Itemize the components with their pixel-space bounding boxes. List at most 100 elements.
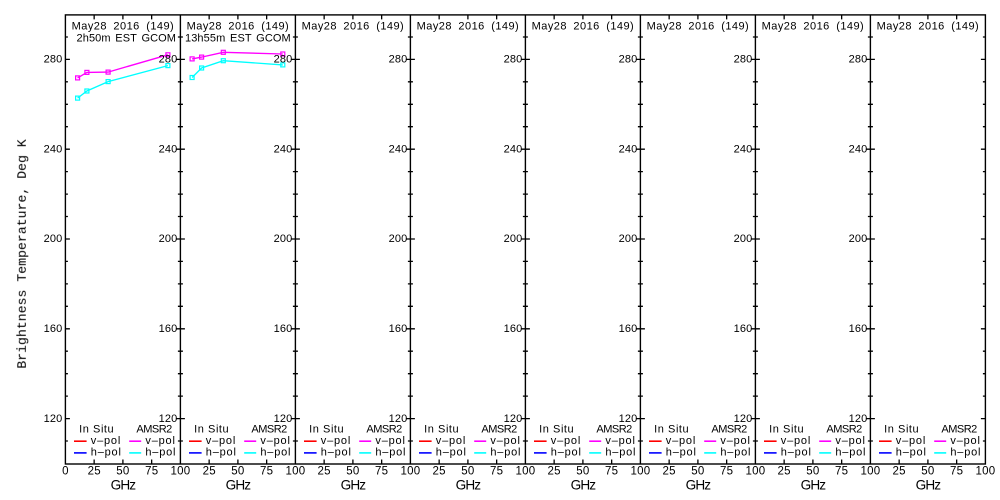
svg-text:GHz: GHz <box>226 477 252 492</box>
svg-text:In Situ: In Situ <box>884 424 919 436</box>
svg-text:50: 50 <box>576 466 589 478</box>
svg-text:120: 120 <box>504 413 523 425</box>
svg-text:AMSR2: AMSR2 <box>711 424 747 436</box>
svg-text:AMSR2: AMSR2 <box>596 424 632 436</box>
svg-text:25: 25 <box>88 466 101 478</box>
svg-text:160: 160 <box>619 323 638 335</box>
svg-text:May28 2016 (149): May28 2016 (149) <box>762 20 864 32</box>
svg-text:v–pol: v–pol <box>781 435 811 447</box>
svg-text:75: 75 <box>720 466 733 478</box>
svg-text:50: 50 <box>461 466 474 478</box>
svg-text:h–pol: h–pol <box>781 447 812 459</box>
svg-text:GHz: GHz <box>686 477 712 492</box>
svg-text:May28 2016 (149): May28 2016 (149) <box>417 20 519 32</box>
svg-text:v–pol: v–pol <box>551 435 581 447</box>
svg-text:May28 2016 (149): May28 2016 (149) <box>72 20 174 32</box>
svg-text:h–pol: h–pol <box>375 447 406 459</box>
svg-text:120: 120 <box>389 413 408 425</box>
svg-text:GHz: GHz <box>341 477 367 492</box>
svg-text:In Situ: In Situ <box>654 424 689 436</box>
svg-text:200: 200 <box>274 233 293 245</box>
svg-text:v–pol: v–pol <box>260 435 290 447</box>
svg-text:May28 2016 (149): May28 2016 (149) <box>302 20 404 32</box>
svg-text:120: 120 <box>619 413 638 425</box>
svg-text:AMSR2: AMSR2 <box>941 424 977 436</box>
svg-text:25: 25 <box>547 466 560 478</box>
svg-text:v–pol: v–pol <box>896 435 926 447</box>
svg-text:75: 75 <box>950 466 963 478</box>
svg-text:160: 160 <box>274 323 293 335</box>
svg-text:v–pol: v–pol <box>835 435 865 447</box>
svg-text:h–pol: h–pol <box>260 447 291 459</box>
svg-text:100: 100 <box>861 466 881 478</box>
svg-text:v–pol: v–pol <box>436 435 466 447</box>
svg-text:GHz: GHz <box>111 477 137 492</box>
svg-text:0: 0 <box>62 466 69 478</box>
svg-text:h–pol: h–pol <box>321 447 352 459</box>
svg-text:280: 280 <box>159 54 178 66</box>
svg-text:h–pol: h–pol <box>206 447 237 459</box>
svg-text:h–pol: h–pol <box>666 447 697 459</box>
svg-text:75: 75 <box>835 466 848 478</box>
svg-text:25: 25 <box>432 466 445 478</box>
svg-text:75: 75 <box>145 466 158 478</box>
svg-text:AMSR2: AMSR2 <box>251 424 287 436</box>
svg-text:200: 200 <box>504 233 523 245</box>
svg-text:v–pol: v–pol <box>605 435 635 447</box>
svg-text:100: 100 <box>171 466 191 478</box>
svg-text:AMSR2: AMSR2 <box>826 424 862 436</box>
svg-text:v–pol: v–pol <box>145 435 175 447</box>
svg-text:h–pol: h–pol <box>145 447 176 459</box>
svg-text:280: 280 <box>44 54 63 66</box>
svg-text:240: 240 <box>389 143 408 155</box>
svg-text:h–pol: h–pol <box>436 447 467 459</box>
svg-text:25: 25 <box>777 466 790 478</box>
svg-text:120: 120 <box>734 413 753 425</box>
svg-text:AMSR2: AMSR2 <box>481 424 517 436</box>
svg-text:h–pol: h–pol <box>490 447 521 459</box>
svg-text:280: 280 <box>274 54 293 66</box>
svg-text:280: 280 <box>619 54 638 66</box>
svg-text:May28 2016 (149): May28 2016 (149) <box>532 20 634 32</box>
svg-text:h–pol: h–pol <box>551 447 582 459</box>
svg-text:v–pol: v–pol <box>720 435 750 447</box>
svg-text:v–pol: v–pol <box>206 435 236 447</box>
svg-text:240: 240 <box>734 143 753 155</box>
svg-text:GHz: GHz <box>571 477 597 492</box>
svg-text:100: 100 <box>976 466 996 478</box>
svg-text:75: 75 <box>490 466 503 478</box>
svg-text:In Situ: In Situ <box>79 424 114 436</box>
svg-text:50: 50 <box>346 466 359 478</box>
svg-text:May28 2016 (149): May28 2016 (149) <box>647 20 749 32</box>
svg-text:13h55m EST GCOM: 13h55m EST GCOM <box>185 33 291 45</box>
svg-text:50: 50 <box>806 466 819 478</box>
svg-text:25: 25 <box>892 466 905 478</box>
svg-text:100: 100 <box>286 466 306 478</box>
svg-text:75: 75 <box>260 466 273 478</box>
svg-text:120: 120 <box>159 413 178 425</box>
svg-text:In Situ: In Situ <box>309 424 344 436</box>
svg-text:160: 160 <box>734 323 753 335</box>
svg-text:50: 50 <box>691 466 704 478</box>
svg-text:In Situ: In Situ <box>424 424 459 436</box>
svg-text:200: 200 <box>619 233 638 245</box>
svg-text:240: 240 <box>849 143 868 155</box>
svg-text:25: 25 <box>317 466 330 478</box>
svg-text:In Situ: In Situ <box>539 424 574 436</box>
svg-text:75: 75 <box>605 466 618 478</box>
svg-text:120: 120 <box>274 413 293 425</box>
svg-text:25: 25 <box>662 466 675 478</box>
svg-text:240: 240 <box>44 143 63 155</box>
svg-text:h–pol: h–pol <box>896 447 927 459</box>
svg-text:GHz: GHz <box>916 477 942 492</box>
svg-text:v–pol: v–pol <box>91 435 121 447</box>
svg-text:h–pol: h–pol <box>720 447 751 459</box>
svg-text:h–pol: h–pol <box>835 447 866 459</box>
svg-text:160: 160 <box>849 323 868 335</box>
svg-text:25: 25 <box>203 466 216 478</box>
svg-text:In Situ: In Situ <box>769 424 804 436</box>
svg-text:v–pol: v–pol <box>375 435 405 447</box>
svg-text:160: 160 <box>504 323 523 335</box>
svg-text:v–pol: v–pol <box>666 435 696 447</box>
svg-text:May28 2016 (149): May28 2016 (149) <box>877 20 979 32</box>
